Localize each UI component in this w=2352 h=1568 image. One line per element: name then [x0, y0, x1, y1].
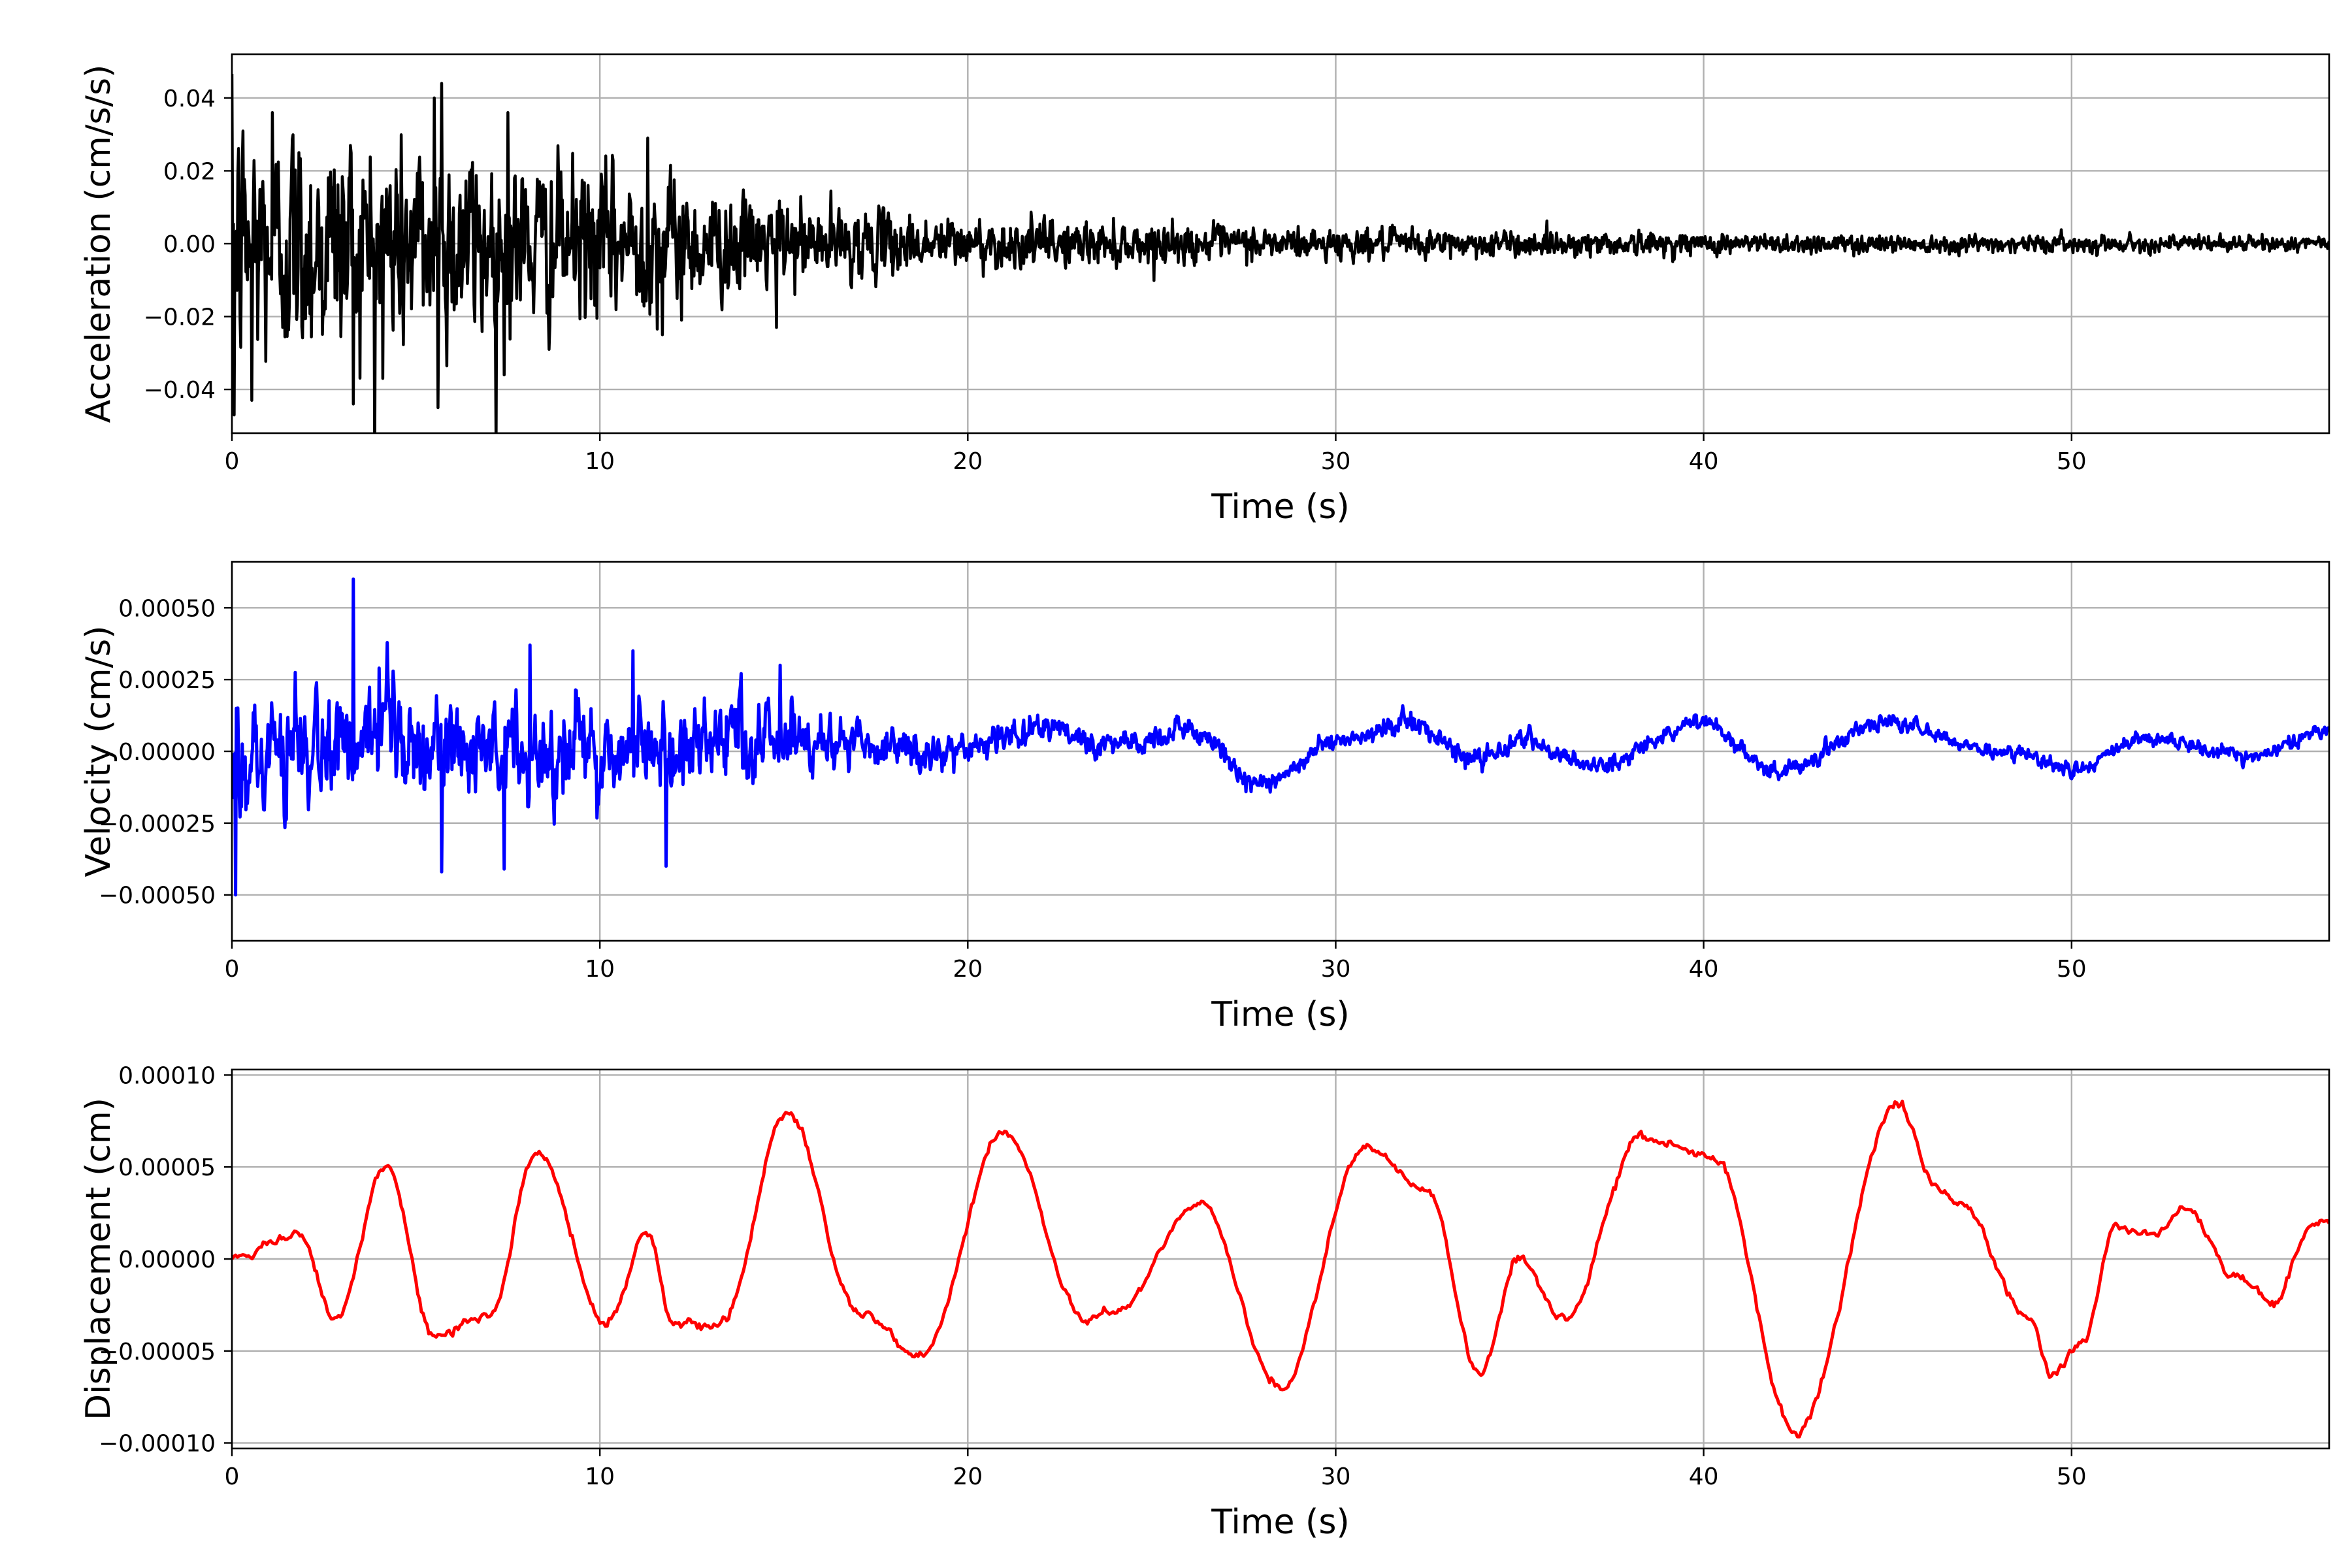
y-tick-label: −0.00005	[99, 1339, 216, 1365]
y-tick-label: 0.00050	[118, 595, 216, 622]
y-tick-label: 0.00025	[118, 667, 216, 694]
x-tick-label: 10	[585, 448, 615, 475]
x-tick-label: 40	[1689, 448, 1719, 475]
y-tick-label: −0.00025	[99, 811, 216, 838]
y-tick-label: 0.00005	[118, 1154, 216, 1181]
series-line-acceleration	[232, 73, 2329, 433]
y-tick-label: −0.00050	[99, 883, 216, 909]
x-tick-label: 20	[953, 1463, 983, 1490]
x-tick-label: 50	[2057, 1463, 2087, 1490]
y-tick-label: 0.00000	[118, 1247, 216, 1273]
x-axis-title: Time (s)	[1211, 995, 1349, 1034]
x-tick-label: 20	[953, 448, 983, 475]
x-tick-label: 0	[225, 1463, 240, 1490]
series-line-velocity	[232, 577, 2329, 897]
x-tick-label: 50	[2057, 448, 2087, 475]
y-tick-label: −0.02	[144, 304, 216, 331]
y-tick-label: 0.02	[163, 158, 216, 185]
y-tick-label: 0.00010	[118, 1062, 216, 1089]
x-tick-label: 0	[225, 956, 240, 983]
panel-displacement: 0 10 20 30 40 50 −0.00010 −0.00005 0.00000 0.0000…	[79, 1062, 2330, 1542]
y-tick-label: 0.00000	[118, 739, 216, 766]
x-axis-title: Time (s)	[1211, 487, 1349, 527]
y-axis-title: Velocity (cm/s)	[79, 626, 118, 877]
panel-acceleration: 0 10 20 30 40 50 −0.04 −0.02 0.00 0.02 0.04 Time (s…	[79, 53, 2330, 527]
x-tick-label: 30	[1321, 448, 1351, 475]
panel-velocity: 0 10 20 30 40 50 −0.00050 −0.00025 0.00000 0.0002…	[79, 561, 2330, 1034]
x-tick-label: 30	[1321, 956, 1351, 983]
x-tick-label: 40	[1689, 956, 1719, 983]
x-tick-label: 30	[1321, 1463, 1351, 1490]
x-tick-label: 50	[2057, 956, 2087, 983]
y-axis-title: Acceleration (cm/s/s)	[79, 65, 118, 423]
x-axis-title: Time (s)	[1211, 1503, 1349, 1542]
series-line-displacement	[232, 1100, 2329, 1439]
y-tick-label: −0.04	[144, 377, 216, 404]
x-tick-label: 10	[585, 1463, 615, 1490]
x-tick-label: 10	[585, 956, 615, 983]
y-tick-label: −0.00010	[99, 1431, 216, 1458]
x-tick-label: 40	[1689, 1463, 1719, 1490]
y-tick-label: 0.00	[163, 231, 216, 258]
x-tick-label: 0	[225, 448, 240, 475]
x-tick-label: 20	[953, 956, 983, 983]
y-tick-label: 0.04	[163, 86, 216, 112]
y-axis-title: Displacement (cm)	[79, 1098, 118, 1420]
